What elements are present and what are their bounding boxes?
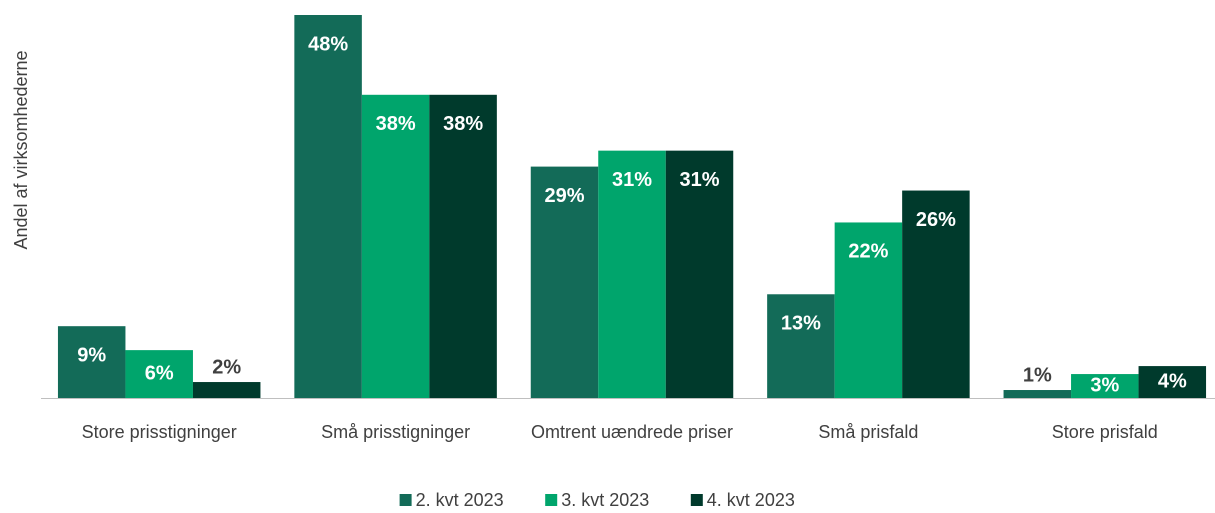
legend-swatch <box>545 494 558 506</box>
x-tick-label: Omtrent uændrede priser <box>530 422 734 442</box>
x-tick-label: Store prisstigninger <box>81 422 237 442</box>
bar <box>361 94 430 399</box>
bar <box>902 190 970 398</box>
bar <box>767 294 835 398</box>
data-label: 38% <box>376 113 416 135</box>
bar <box>665 150 734 398</box>
data-label: 4% <box>1158 370 1187 392</box>
x-tick-label: Store prisfald <box>1051 422 1158 442</box>
bar <box>57 326 126 398</box>
x-tick-label: Små prisfald <box>818 422 919 442</box>
bar <box>834 222 903 398</box>
data-label: 31% <box>612 169 652 191</box>
bar <box>1003 390 1072 398</box>
data-label: 31% <box>679 169 719 191</box>
bar <box>429 94 497 399</box>
legend-swatch <box>690 494 703 506</box>
bar <box>598 150 666 398</box>
data-label: 6% <box>145 362 174 384</box>
data-label: 1% <box>1023 364 1052 386</box>
legend-label: 2. kvt 2023 <box>416 490 504 510</box>
y-axis-label: Andel af virksomhederne <box>11 50 31 249</box>
bar <box>294 15 362 398</box>
bar <box>125 350 193 398</box>
legend-label: 4. kvt 2023 <box>707 490 795 510</box>
data-label: 13% <box>781 313 821 335</box>
data-label: 29% <box>544 185 584 207</box>
bar <box>192 382 261 398</box>
data-label: 38% <box>443 113 483 135</box>
bar <box>1071 374 1139 398</box>
data-label: 9% <box>77 344 106 366</box>
bar <box>530 166 599 398</box>
data-label: 3% <box>1090 374 1119 396</box>
legend-label: 3. kvt 2023 <box>561 490 649 510</box>
data-label: 22% <box>848 241 888 263</box>
data-label: 26% <box>916 209 956 231</box>
data-label: 2% <box>212 356 241 378</box>
x-tick-label: Små prisstigninger <box>321 422 471 442</box>
bar <box>1138 366 1207 398</box>
legend-swatch <box>399 494 412 506</box>
data-label: 48% <box>308 33 348 55</box>
